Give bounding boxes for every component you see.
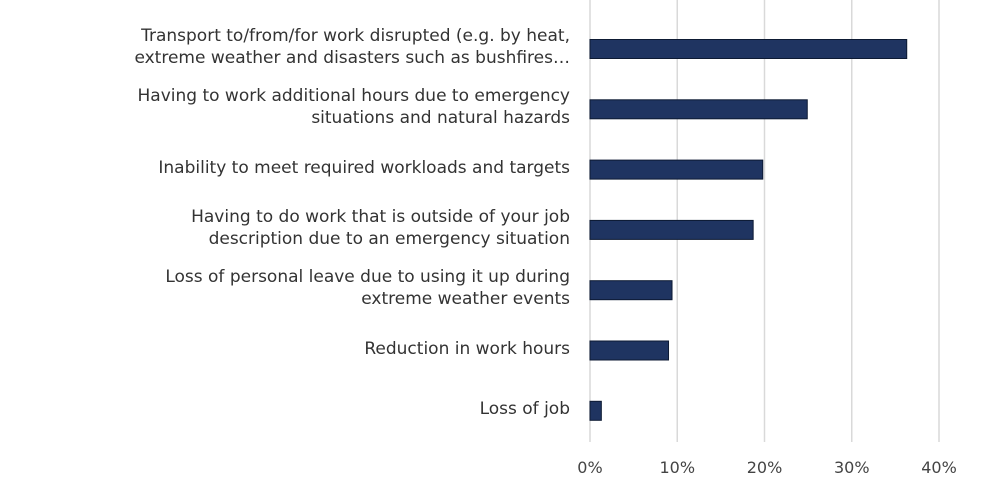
bar [589,39,908,59]
bar [589,340,670,361]
category-label-line: description due to an emergency situatio… [208,228,570,249]
category-label-line: Reduction in work hours [364,338,570,359]
category-label-line: situations and natural hazards [311,108,570,129]
x-tick-label: 40% [921,458,957,477]
bar [589,159,764,180]
x-tick-label: 10% [659,458,695,477]
bar [589,400,602,421]
category-label: Having to do work that is outside of you… [50,206,570,250]
x-tick-label: 20% [747,458,783,477]
category-label: Inability to meet required workloads and… [50,157,570,179]
x-tick-label: 0% [577,458,602,477]
category-label-line: Loss of job [479,398,570,419]
category-label-line: Transport to/from/for work disrupted (e.… [141,26,570,46]
bar [589,280,673,301]
category-label-line: Inability to meet required workloads and… [158,157,570,178]
bar [589,99,808,120]
category-label: Transport to/from/for work disrupted (e.… [50,25,570,69]
bar [589,219,754,240]
category-label: Loss of job [50,398,570,420]
category-label: Reduction in work hours [50,338,570,360]
x-tick-label: 30% [834,458,870,477]
category-label: Loss of personal leave due to using it u… [50,266,570,310]
category-label-line: extreme weather events [361,289,570,310]
category-label-line: extreme weather and disasters such as bu… [134,48,570,68]
category-label-line: Having to do work that is outside of you… [191,206,570,227]
category-label-line: Loss of personal leave due to using it u… [165,267,570,288]
category-label-line: Having to work additional hours due to e… [137,86,571,107]
category-label: Having to work additional hours due to e… [50,85,571,129]
